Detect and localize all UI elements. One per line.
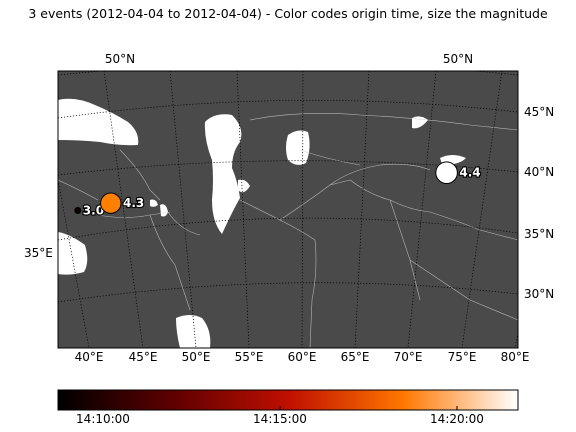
bottom-label-40e: 40°E (75, 350, 104, 364)
persian-gulf (176, 315, 211, 348)
bottom-label-65e: 65°E (341, 350, 370, 364)
bottom-label-80e: 80°E (501, 350, 530, 364)
colorbar-label-2: 14:20:00 (430, 412, 484, 426)
bottom-label-55e: 55°E (235, 350, 264, 364)
meridian-65e (354, 71, 370, 348)
right-label-45n: 45°N (524, 105, 554, 119)
left-label-35e: 35°E (24, 246, 53, 260)
kara-bogaz (238, 179, 250, 193)
colorbar-label-0: 14:10:00 (76, 412, 130, 426)
colorbar (57, 389, 519, 411)
parallel-45n (58, 99, 518, 119)
right-label-35n: 35°N (524, 227, 554, 241)
graticule (58, 71, 518, 348)
parallel-30n (58, 282, 518, 303)
event-marker-0[interactable] (74, 207, 82, 214)
aral-sea (286, 130, 310, 165)
meridian-70e (407, 71, 437, 348)
map-background (58, 71, 518, 348)
event-magnitude-label-2: 4.4 (459, 166, 480, 180)
colorbar-label-1: 14:15:00 (253, 412, 307, 426)
meridian-60e (301, 71, 304, 348)
map-frame (57, 70, 519, 349)
parallel-40n (58, 160, 518, 176)
bottom-label-75e: 75°E (448, 350, 477, 364)
event-magnitude-label-1: 4.3 (123, 196, 144, 210)
bottom-label-70e: 70°E (394, 350, 423, 364)
top-label-left: 50°N (105, 52, 135, 66)
caspian-sea (204, 114, 242, 234)
right-label-40n: 40°N (524, 165, 554, 179)
bottom-label-60e: 60°E (288, 350, 317, 364)
bottom-label-50e: 50°E (182, 350, 211, 364)
mediterranean-sea (58, 232, 88, 275)
event-magnitude-label-0: 3.0 (83, 204, 104, 218)
event-marker-2[interactable] (435, 161, 458, 184)
bottom-label-45e: 45°E (129, 350, 158, 364)
right-label-30n: 30°N (524, 287, 554, 301)
event-marker-1[interactable] (100, 192, 122, 214)
black-sea (58, 98, 139, 146)
meridian-40e (58, 177, 90, 348)
water-bodies (58, 98, 466, 348)
meridian-55e (236, 71, 250, 348)
map-title: 3 events (2012-04-04 to 2012-04-04) - Co… (28, 6, 548, 21)
events-layer: 3.0 4.3 4.4 (74, 161, 482, 219)
parallel-35n (58, 217, 518, 241)
lake-van (150, 199, 158, 207)
country-borders (58, 113, 518, 348)
meridian-50e (169, 71, 197, 348)
top-label-right: 50°N (443, 52, 473, 66)
